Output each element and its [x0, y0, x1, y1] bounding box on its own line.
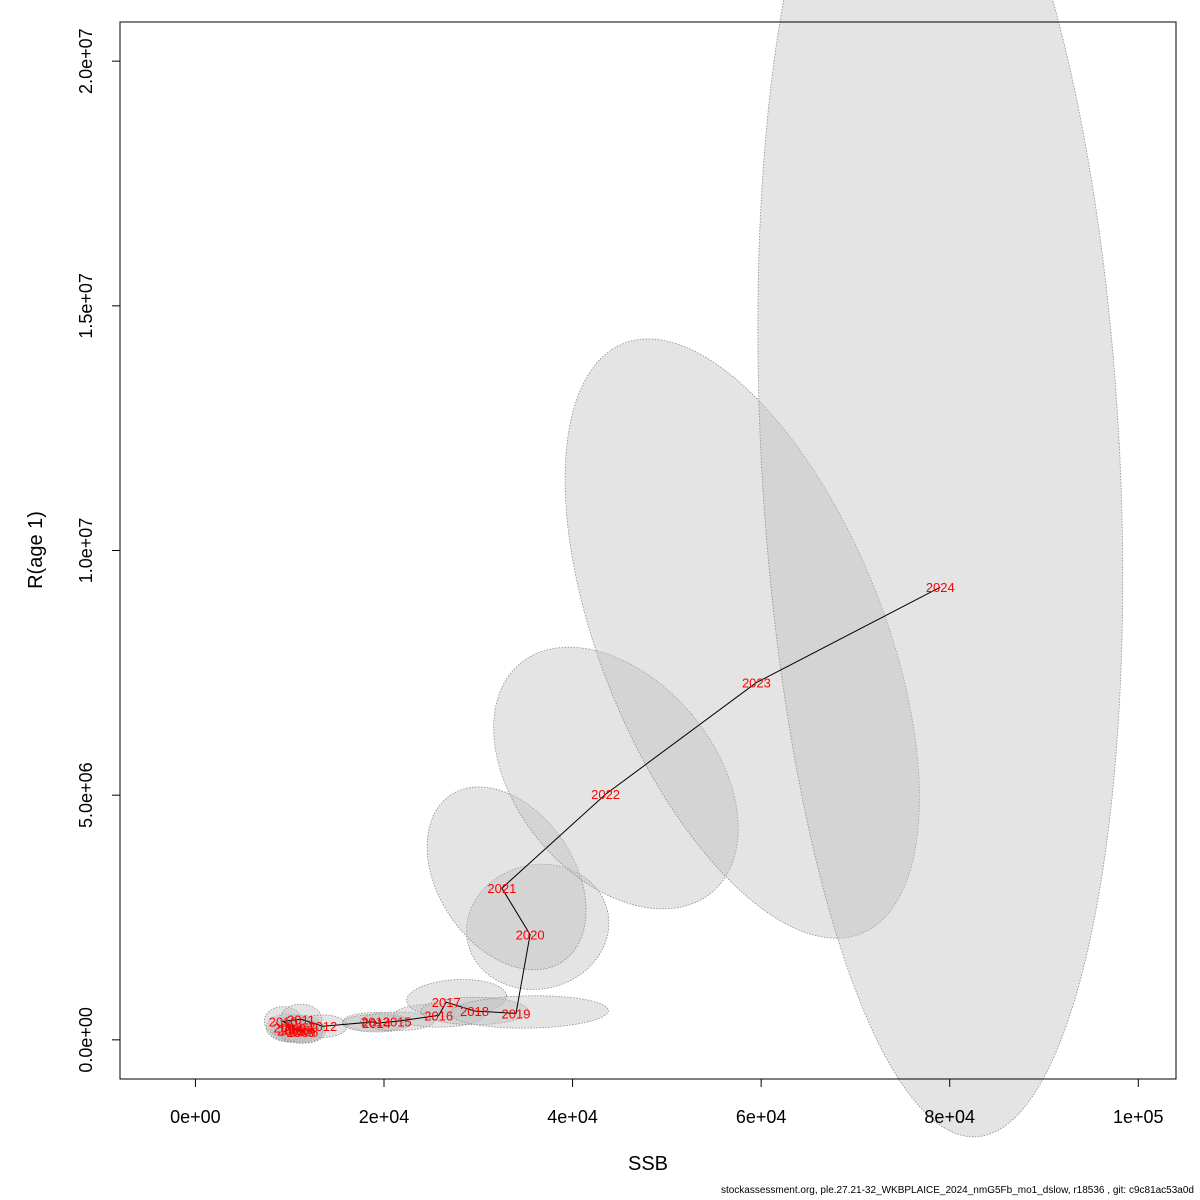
x-tick-label: 4e+04 [547, 1107, 598, 1127]
y-tick-label: 5.0e+06 [76, 762, 96, 828]
confidence-region-2020 [466, 863, 610, 990]
x-axis: 0e+00 2e+04 4e+04 6e+04 8e+04 1e+05 [170, 1078, 1164, 1127]
footer-credit: stockassessment.org, ple.27.21-32_WKBPLA… [720, 1185, 1194, 1196]
year-label-2010: 2010 [269, 1014, 298, 1029]
year-label-2022: 2022 [591, 787, 620, 802]
year-label-2018: 2018 [460, 1004, 489, 1019]
y-tick-label: 1.5e+07 [76, 273, 96, 339]
y-tick-label: 0.0e+00 [76, 1007, 96, 1073]
sr-trajectory-line [281, 586, 941, 1033]
year-label-2005: 2005 [277, 1024, 306, 1039]
confidence-region-2017 [406, 979, 507, 1018]
year-label-2014: 2014 [362, 1016, 391, 1031]
x-tick-label: 1e+05 [1113, 1107, 1164, 1127]
year-label-2023: 2023 [742, 676, 771, 691]
year-label-2020: 2020 [516, 928, 545, 943]
year-label-2021: 2021 [487, 881, 516, 896]
x-tick-label: 8e+04 [924, 1107, 975, 1127]
year-label-2013: 2013 [361, 1015, 390, 1030]
x-axis-title: SSB [628, 1153, 668, 1175]
year-label-2015: 2015 [383, 1014, 412, 1029]
x-tick-label: 0e+00 [170, 1107, 221, 1127]
confidence-region-2024 [757, 0, 1124, 1138]
year-label-2007: 2007 [273, 1021, 302, 1036]
y-axis: 0.0e+00 5.0e+06 1.0e+07 1.5e+07 2.0e+07 [76, 28, 121, 1073]
year-label-2019: 2019 [502, 1006, 531, 1021]
confidence-region-2021 [426, 786, 587, 971]
year-label-2016: 2016 [424, 1008, 453, 1023]
year-label-2006: 2006 [281, 1023, 310, 1038]
year-label-2011: 2011 [287, 1012, 315, 1027]
y-tick-label: 2.0e+07 [76, 28, 96, 94]
confidence-regions [263, 0, 1124, 1138]
year-label-2009: 2009 [287, 1025, 316, 1040]
trajectory-path [281, 586, 941, 1033]
year-label-2012: 2012 [308, 1019, 337, 1034]
year-label-2024: 2024 [926, 580, 955, 595]
year-label-2004: 2004 [285, 1022, 314, 1037]
confidence-region-2023 [564, 338, 920, 939]
year-label-2008: 2008 [289, 1025, 318, 1040]
x-tick-label: 6e+04 [736, 1107, 787, 1127]
confidence-region-2022 [493, 646, 739, 910]
x-tick-label: 2e+04 [359, 1107, 410, 1127]
y-axis-title: R(age 1) [25, 511, 47, 589]
y-tick-label: 1.0e+07 [76, 518, 96, 584]
year-label-2017: 2017 [432, 995, 461, 1010]
